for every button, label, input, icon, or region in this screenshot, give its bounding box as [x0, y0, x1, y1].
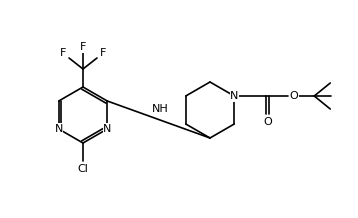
Text: O: O [290, 91, 299, 101]
Text: F: F [60, 48, 66, 58]
Text: N: N [103, 124, 111, 134]
Text: Cl: Cl [78, 164, 88, 174]
Text: F: F [100, 48, 106, 58]
Text: N: N [230, 91, 238, 101]
Text: N: N [54, 124, 63, 134]
Text: NH: NH [152, 104, 169, 114]
Text: F: F [80, 42, 86, 52]
Text: O: O [263, 117, 272, 127]
